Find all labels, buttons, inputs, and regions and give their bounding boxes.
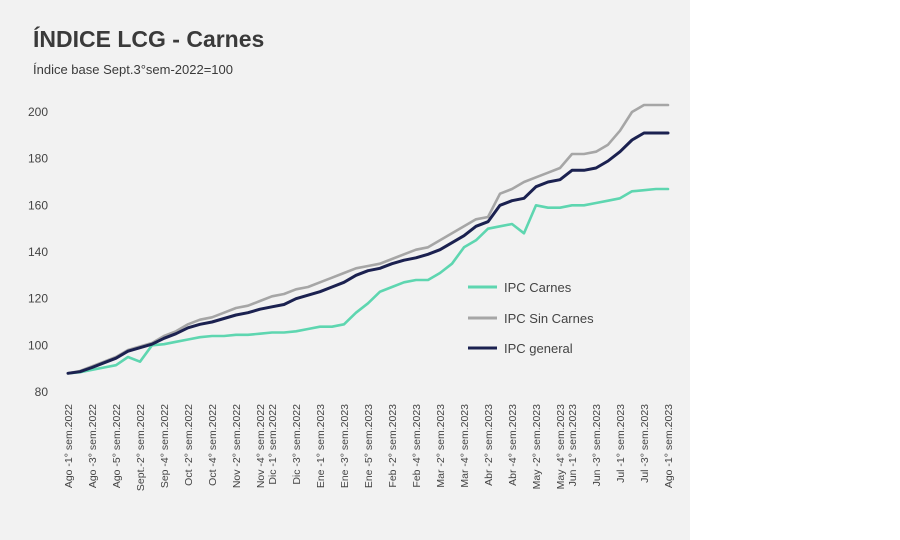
- x-tick-label: Ene -1° sem.2023: [315, 404, 327, 488]
- x-tick-label: Ago -1° sem.2022: [63, 404, 75, 488]
- x-tick-label: Feb -4° sem.2023: [411, 404, 423, 488]
- legend-label: IPC general: [504, 341, 573, 356]
- legend: IPC Carnes IPC Sin Carnes IPC general: [468, 280, 594, 356]
- x-tick-label: Oct -2° sem.2022: [183, 404, 195, 486]
- x-tick-label: Oct -4° sem.2022: [207, 404, 219, 486]
- y-tick-label: 160: [28, 198, 48, 212]
- y-axis: 80 100 120 140 160 180 200: [28, 105, 48, 399]
- x-tick-label: Jun -3° sem.2023: [591, 404, 603, 487]
- x-tick-label: Ago -3° sem.2022: [87, 404, 99, 488]
- x-tick-label: Dic -1° sem.2022: [267, 404, 279, 485]
- x-tick-label: Abr -2° sem.2023: [483, 404, 495, 486]
- x-tick-label: May -2° sem.2023: [531, 404, 543, 489]
- x-tick-label: Jul -3° sem.2023: [639, 404, 651, 483]
- x-tick-label: Dic -3° sem.2022: [291, 404, 303, 485]
- x-tick-label: Jul -1° sem.2023: [615, 404, 627, 483]
- x-tick-label: May -4° sem.2023: [555, 404, 567, 489]
- series-lines: [66, 103, 670, 375]
- chart-panel: [0, 0, 690, 540]
- y-tick-label: 100: [28, 338, 48, 352]
- x-tick-label: Sept.-2° sem.2022: [135, 404, 147, 491]
- chart-subtitle: Índice base Sept.3°sem-2022=100: [33, 62, 233, 77]
- x-tick-label: Mar -2° sem.2023: [435, 404, 447, 488]
- x-tick-label: Sep -4° sem.2022: [159, 404, 171, 488]
- chart-title: ÍNDICE LCG - Carnes: [33, 26, 265, 52]
- y-tick-label: 80: [35, 385, 49, 399]
- y-tick-label: 180: [28, 152, 48, 166]
- x-tick-label: Mar -4° sem.2023: [459, 404, 471, 488]
- x-tick-label: Nov -2° sem.2022: [231, 404, 243, 488]
- x-tick-label: Ago -1° sem.2023: [663, 404, 675, 488]
- x-tick-label: Ene -5° sem.2023: [363, 404, 375, 488]
- x-tick-label: Jun -1° sem.2023: [567, 404, 579, 487]
- x-axis: Ago -1° sem.2022 Ago -3° sem.2022 Ago -5° …: [63, 404, 675, 491]
- x-tick-label: Ene -3° sem.2023: [339, 404, 351, 488]
- series-line-ipc-carnes: [66, 187, 670, 375]
- y-tick-label: 200: [28, 105, 48, 119]
- x-tick-label: Abr -4° sem.2023: [507, 404, 519, 486]
- y-tick-label: 120: [28, 292, 48, 306]
- y-tick-label: 140: [28, 245, 48, 259]
- x-tick-label: Ago -5° sem.2022: [111, 404, 123, 488]
- legend-label: IPC Sin Carnes: [504, 311, 594, 326]
- legend-label: IPC Carnes: [504, 280, 572, 295]
- series-line-ipc-sin-carnes: [66, 103, 670, 375]
- x-tick-label: Feb -2° sem.2023: [387, 404, 399, 488]
- series-line-ipc-general: [66, 131, 670, 375]
- x-tick-label: Nov -4° sem.2022: [255, 404, 267, 488]
